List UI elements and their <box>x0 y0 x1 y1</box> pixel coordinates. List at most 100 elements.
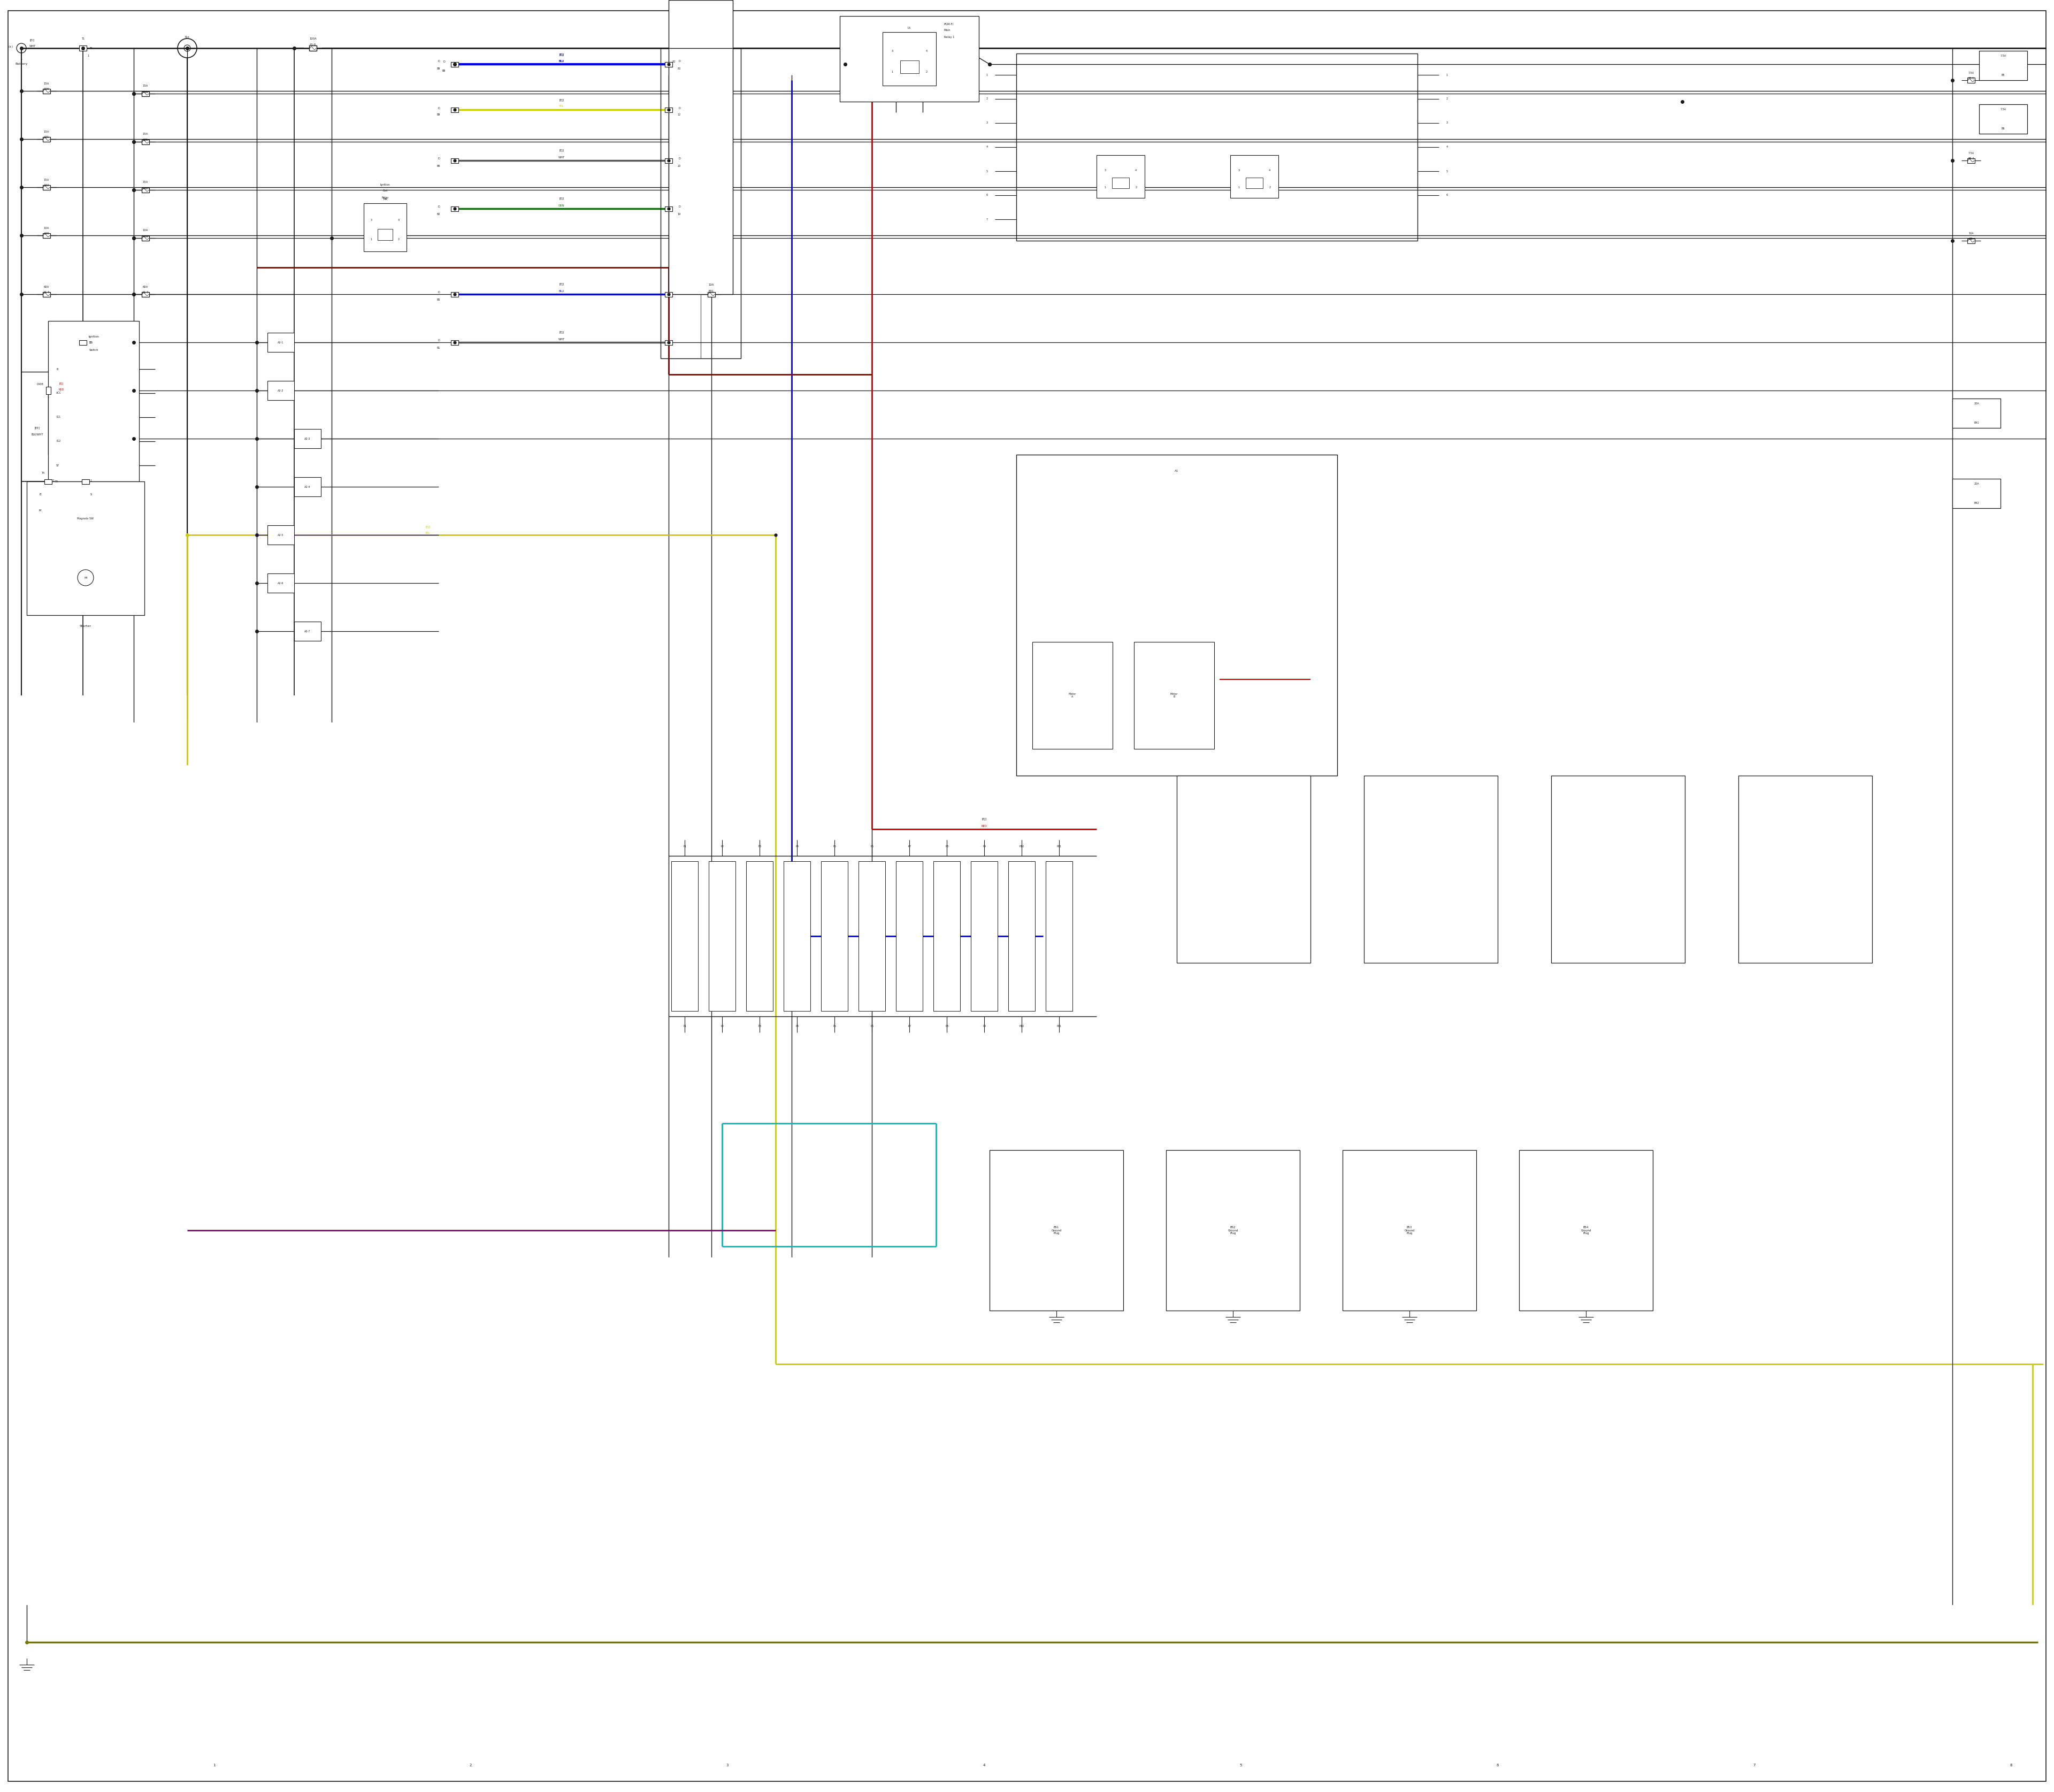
Bar <box>672 862 698 1011</box>
Bar <box>142 140 150 143</box>
Text: B5: B5 <box>438 297 440 301</box>
Bar <box>267 382 294 400</box>
Text: 60A: 60A <box>43 285 49 289</box>
Text: BLU: BLU <box>559 290 565 292</box>
Text: B51
Ground
Plug: B51 Ground Plug <box>1052 1226 1062 1235</box>
Bar <box>900 61 918 73</box>
Bar <box>47 321 140 482</box>
Bar <box>840 16 980 102</box>
Bar <box>142 292 150 297</box>
Text: [EJ]: [EJ] <box>559 54 565 56</box>
Bar <box>142 188 150 192</box>
Text: 3: 3 <box>727 1763 729 1767</box>
Text: [EJ]: [EJ] <box>982 819 986 821</box>
Text: RED: RED <box>982 824 988 828</box>
Bar <box>1009 862 1035 1011</box>
Bar <box>452 61 458 66</box>
Bar <box>294 428 320 448</box>
Bar <box>933 862 959 1011</box>
Bar <box>670 0 733 294</box>
Text: P2: P2 <box>721 1025 723 1027</box>
Text: C408: C408 <box>37 383 43 385</box>
Text: P4: P4 <box>795 844 799 848</box>
Text: 15A: 15A <box>43 131 49 133</box>
Text: 20A: 20A <box>1974 482 1978 486</box>
Bar <box>364 202 407 251</box>
Bar <box>665 108 672 113</box>
Bar <box>822 862 848 1011</box>
Text: Relay 1: Relay 1 <box>945 36 955 38</box>
Text: ACC: ACC <box>55 392 62 394</box>
Text: P6: P6 <box>871 1025 873 1027</box>
Text: M: M <box>84 577 86 579</box>
Text: B9: B9 <box>438 113 440 116</box>
Text: Motor
A: Motor A <box>1068 692 1076 699</box>
Text: 10A: 10A <box>142 229 148 231</box>
Text: 7.5A: 7.5A <box>1968 72 1974 73</box>
Text: T4: T4 <box>41 471 45 475</box>
Bar <box>1968 238 1974 244</box>
Bar <box>452 340 458 344</box>
Text: Relay: Relay <box>382 195 388 199</box>
Text: B31: B31 <box>709 290 715 292</box>
Bar <box>1968 77 1974 82</box>
Text: f1n: f1n <box>185 36 189 39</box>
Text: [EJ]: [EJ] <box>559 283 565 287</box>
Bar <box>1980 104 2027 134</box>
Bar <box>1343 1150 1477 1310</box>
Text: 2: 2 <box>470 1763 472 1767</box>
Bar <box>43 88 49 93</box>
Text: T4: T4 <box>55 480 58 482</box>
Text: B6: B6 <box>438 165 440 167</box>
Text: Main: Main <box>945 29 951 32</box>
Text: 15: 15 <box>88 340 92 344</box>
Text: A2-5: A2-5 <box>277 534 283 536</box>
Text: WHT: WHT <box>29 45 37 48</box>
Text: P5: P5 <box>832 844 836 848</box>
Text: YEL: YEL <box>425 532 431 534</box>
Text: P7: P7 <box>908 1025 910 1027</box>
Text: T1: T1 <box>88 47 92 50</box>
Bar <box>452 292 458 297</box>
Text: (+): (+) <box>8 47 12 48</box>
Bar <box>1968 158 1974 163</box>
Bar <box>665 61 672 66</box>
Text: B54
Ground
Plug: B54 Ground Plug <box>1582 1226 1592 1235</box>
Bar <box>1097 156 1144 197</box>
Text: [EJ]: [EJ] <box>559 149 565 152</box>
Text: BLU: BLU <box>559 59 565 63</box>
Text: [EI]: [EI] <box>29 39 35 41</box>
Bar <box>452 108 458 113</box>
Bar <box>43 136 49 142</box>
Text: BLK/WHT: BLK/WHT <box>31 434 43 435</box>
Bar <box>1230 156 1278 197</box>
Text: A22: A22 <box>43 185 49 186</box>
Bar <box>1017 455 1337 776</box>
Text: A1-4: A1-4 <box>43 292 49 294</box>
Bar <box>80 340 86 344</box>
Text: 60A: 60A <box>142 285 148 289</box>
Bar <box>1551 776 1684 962</box>
Bar <box>1364 776 1497 962</box>
Text: 10A: 10A <box>1968 231 1974 235</box>
Text: 10A: 10A <box>43 226 49 229</box>
Bar <box>378 229 392 240</box>
Text: P8: P8 <box>945 1025 949 1027</box>
Bar <box>1953 398 2001 428</box>
Text: 19: 19 <box>678 213 682 215</box>
Text: 1: 1 <box>214 1763 216 1767</box>
Bar <box>142 235 150 240</box>
Bar <box>1045 862 1072 1011</box>
Text: A21: A21 <box>43 136 49 138</box>
Bar <box>1980 50 2027 81</box>
Text: 15: 15 <box>88 340 92 344</box>
Text: IG1: IG1 <box>55 416 62 419</box>
Text: Ignition: Ignition <box>88 335 99 339</box>
Bar <box>1738 776 1871 962</box>
Bar <box>267 333 294 351</box>
Bar <box>1017 54 1417 240</box>
Text: 7.5A: 7.5A <box>1968 152 1974 154</box>
Text: B5-2: B5-2 <box>1968 158 1974 159</box>
Text: 6: 6 <box>1497 1763 1499 1767</box>
Text: [EJ]: [EJ] <box>559 99 565 102</box>
